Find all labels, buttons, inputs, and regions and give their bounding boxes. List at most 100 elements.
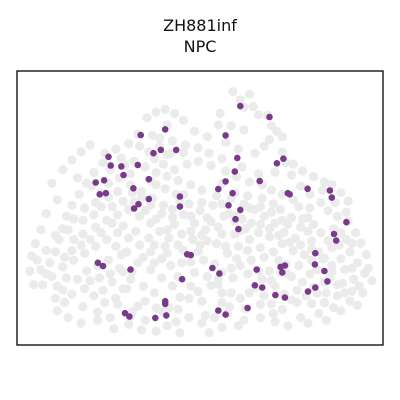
background-spot <box>349 274 359 284</box>
background-spot <box>167 213 178 223</box>
background-spot <box>63 313 73 323</box>
chart-title: ZH881inf <box>163 16 237 35</box>
background-spot <box>299 250 309 260</box>
background-spot <box>114 263 125 273</box>
background-spot <box>294 202 304 212</box>
npc-spot <box>102 189 110 197</box>
background-spot <box>195 206 205 216</box>
background-spot <box>285 237 295 247</box>
background-spot <box>286 271 297 282</box>
background-spot <box>177 229 187 239</box>
background-spot <box>76 240 86 250</box>
background-spot <box>255 202 265 212</box>
background-spot <box>264 232 275 242</box>
background-spot <box>92 307 103 317</box>
background-spot <box>58 165 68 175</box>
background-spot <box>232 254 242 264</box>
background-spot <box>259 252 269 262</box>
npc-spot <box>237 102 244 110</box>
background-spot <box>151 167 161 177</box>
background-spot <box>189 218 200 228</box>
background-spot <box>147 130 157 140</box>
npc-spot <box>163 312 170 319</box>
background-spot <box>361 250 372 260</box>
background-spot <box>193 247 203 257</box>
background-spot <box>336 254 346 264</box>
background-spot <box>58 285 68 295</box>
background-spot <box>184 313 194 323</box>
background-spot <box>140 315 150 325</box>
background-spot <box>286 213 297 223</box>
background-spot <box>327 260 337 271</box>
background-spot <box>175 196 185 206</box>
background-spot <box>146 265 156 275</box>
background-spot <box>215 108 225 119</box>
background-spot <box>257 193 267 203</box>
npc-spot <box>120 171 127 179</box>
background-spot <box>206 280 216 290</box>
background-spot <box>270 167 280 177</box>
background-spot <box>244 288 254 298</box>
background-spot <box>124 204 134 214</box>
background-spot <box>217 297 227 308</box>
background-spot <box>296 313 306 323</box>
background-spot <box>28 280 39 290</box>
background-spot <box>184 199 194 209</box>
npc-spot <box>134 161 142 169</box>
background-spot <box>102 234 112 245</box>
npc-spot <box>100 177 108 184</box>
background-spot <box>211 239 222 249</box>
background-spot <box>125 274 136 284</box>
background-spot <box>136 192 146 202</box>
npc-spot <box>272 291 279 299</box>
npc-spot <box>286 191 294 198</box>
background-spot <box>151 303 161 313</box>
background-spot <box>111 241 121 251</box>
npc-spot <box>234 154 241 162</box>
background-spot <box>197 230 207 240</box>
background-spot <box>336 306 346 316</box>
background-spot <box>135 240 145 250</box>
background-spot <box>204 328 214 338</box>
background-spot <box>186 211 196 221</box>
background-spot <box>91 241 101 251</box>
background-spot <box>340 265 350 275</box>
npc-spot <box>176 193 184 200</box>
background-spot <box>27 251 37 261</box>
background-spot <box>303 318 313 328</box>
background-spot <box>297 277 308 287</box>
background-spot <box>175 328 185 338</box>
background-spot <box>116 153 126 163</box>
npc-spot <box>145 195 153 203</box>
background-spot <box>254 228 264 238</box>
background-spot <box>173 176 183 186</box>
npc-spot <box>258 284 266 291</box>
background-spot <box>47 178 57 188</box>
background-spot <box>25 266 35 276</box>
background-spot <box>41 208 51 219</box>
background-spot <box>52 306 62 316</box>
background-spot <box>239 125 249 135</box>
background-spot <box>197 318 207 328</box>
background-spot <box>138 281 148 291</box>
background-spot <box>221 166 231 176</box>
background-spot <box>244 234 254 245</box>
npc-spot <box>251 282 259 289</box>
background-spot <box>332 280 342 290</box>
background-spot <box>264 134 275 145</box>
npc-spot <box>324 278 331 285</box>
background-spot <box>329 303 339 313</box>
npc-spot <box>253 266 260 273</box>
background-spot <box>297 166 308 176</box>
background-spot <box>327 243 337 253</box>
background-spot <box>352 258 362 268</box>
background-spot <box>38 280 48 290</box>
background-spot <box>142 113 152 123</box>
npc-spot <box>130 185 137 192</box>
background-spot <box>244 177 254 187</box>
background-spot <box>72 274 82 284</box>
background-spot <box>78 215 88 225</box>
background-spot <box>244 203 254 213</box>
background-spot <box>345 296 355 306</box>
